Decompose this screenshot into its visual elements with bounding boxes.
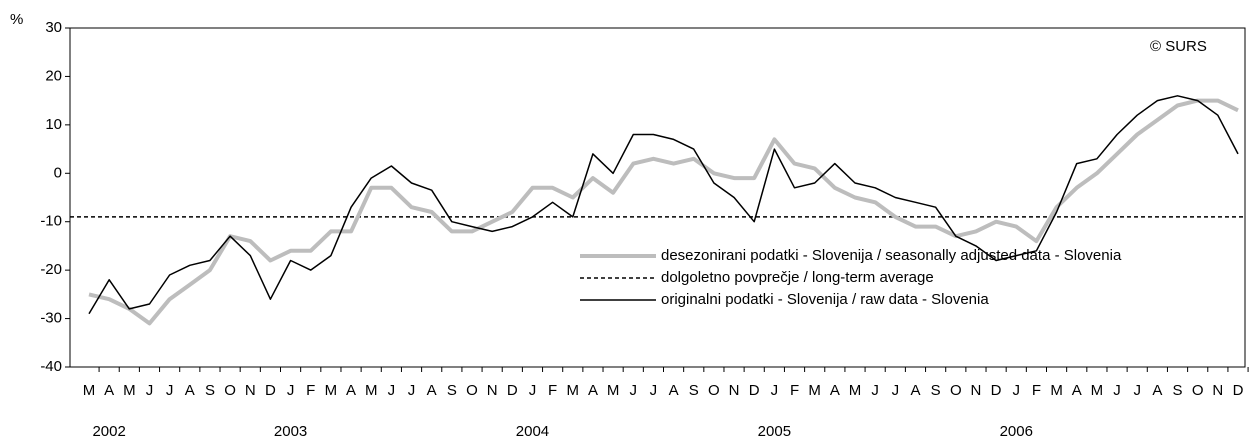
x-tick-label: J bbox=[1013, 382, 1021, 399]
x-tick-label: F bbox=[548, 382, 557, 399]
x-tick-label: F bbox=[790, 382, 799, 399]
x-tick-label: O bbox=[466, 382, 478, 399]
x-tick-label: S bbox=[931, 382, 941, 399]
x-tick-label: O bbox=[708, 382, 720, 399]
x-tick-label: A bbox=[185, 382, 195, 399]
x-tick-label: A bbox=[669, 382, 679, 399]
y-tick-label: -10 bbox=[40, 213, 62, 230]
x-tick-label: J bbox=[871, 382, 879, 399]
x-tick-label: J bbox=[1133, 382, 1141, 399]
x-tick-label: D bbox=[749, 382, 760, 399]
y-tick-label: 30 bbox=[45, 19, 62, 36]
x-tick-label: J bbox=[1113, 382, 1121, 399]
x-tick-label: M bbox=[325, 382, 338, 399]
x-tick-label: J bbox=[650, 382, 658, 399]
x-tick-label: M bbox=[849, 382, 862, 399]
year-label: 2004 bbox=[516, 423, 549, 440]
x-tick-label: J bbox=[771, 382, 779, 399]
legend-label: originalni podatki - Slovenija / raw dat… bbox=[661, 291, 989, 308]
x-tick-label: O bbox=[1192, 382, 1204, 399]
y-tick-label: 0 bbox=[54, 164, 62, 181]
x-tick-label: J bbox=[529, 382, 537, 399]
x-tick-label: S bbox=[447, 382, 457, 399]
x-tick-label: M bbox=[1050, 382, 1063, 399]
x-tick-label: S bbox=[1173, 382, 1183, 399]
x-tick-label: A bbox=[910, 382, 920, 399]
series-line bbox=[88, 98, 1239, 326]
legend-label: dolgoletno povprečje / long-term average bbox=[661, 269, 934, 286]
x-tick-label: M bbox=[567, 382, 580, 399]
series-line bbox=[88, 95, 1239, 315]
y-tick-label: 10 bbox=[45, 116, 62, 133]
year-label: 2002 bbox=[92, 423, 125, 440]
x-tick-label: F bbox=[306, 382, 315, 399]
x-tick-label: O bbox=[224, 382, 236, 399]
x-tick-label: M bbox=[808, 382, 821, 399]
x-tick-label: D bbox=[265, 382, 276, 399]
x-tick-label: O bbox=[950, 382, 962, 399]
x-tick-label: N bbox=[971, 382, 982, 399]
x-tick-label: J bbox=[408, 382, 416, 399]
x-tick-label: J bbox=[630, 382, 638, 399]
x-tick-label: M bbox=[1091, 382, 1104, 399]
x-tick-label: N bbox=[487, 382, 498, 399]
x-tick-label: D bbox=[1233, 382, 1244, 399]
year-label: 2005 bbox=[758, 423, 791, 440]
x-tick-label: J bbox=[166, 382, 174, 399]
x-tick-label: A bbox=[104, 382, 114, 399]
x-tick-label: N bbox=[1212, 382, 1223, 399]
x-tick-label: D bbox=[507, 382, 518, 399]
copyright: © SURS bbox=[1150, 38, 1207, 55]
x-tick-label: A bbox=[1072, 382, 1082, 399]
x-tick-label: J bbox=[892, 382, 900, 399]
x-tick-label: A bbox=[1152, 382, 1162, 399]
x-tick-label: M bbox=[123, 382, 136, 399]
y-tick-label: -30 bbox=[40, 310, 62, 327]
x-tick-label: S bbox=[689, 382, 699, 399]
x-tick-label: M bbox=[365, 382, 378, 399]
x-tick-label: A bbox=[588, 382, 598, 399]
legend-label: desezonirani podatki - Slovenija / seaso… bbox=[661, 247, 1122, 264]
plot-frame bbox=[69, 27, 1246, 368]
x-tick-label: N bbox=[245, 382, 256, 399]
y-tick-label: 20 bbox=[45, 67, 62, 84]
x-tick-label: A bbox=[346, 382, 356, 399]
x-tick-label: M bbox=[83, 382, 96, 399]
y-tick-label: -40 bbox=[40, 358, 62, 375]
y-tick-label: -20 bbox=[40, 261, 62, 278]
x-tick-label: A bbox=[427, 382, 437, 399]
x-tick-label: J bbox=[146, 382, 154, 399]
x-tick-label: M bbox=[607, 382, 620, 399]
x-tick-label: S bbox=[205, 382, 215, 399]
x-tick-label: J bbox=[388, 382, 396, 399]
x-tick-label: N bbox=[729, 382, 740, 399]
y-axis-label: % bbox=[10, 11, 23, 28]
x-tick-label: J bbox=[287, 382, 295, 399]
year-label: 2006 bbox=[1000, 423, 1033, 440]
x-tick-label: D bbox=[991, 382, 1002, 399]
x-tick-label: F bbox=[1032, 382, 1041, 399]
x-tick-label: A bbox=[830, 382, 840, 399]
year-label: 2003 bbox=[274, 423, 307, 440]
